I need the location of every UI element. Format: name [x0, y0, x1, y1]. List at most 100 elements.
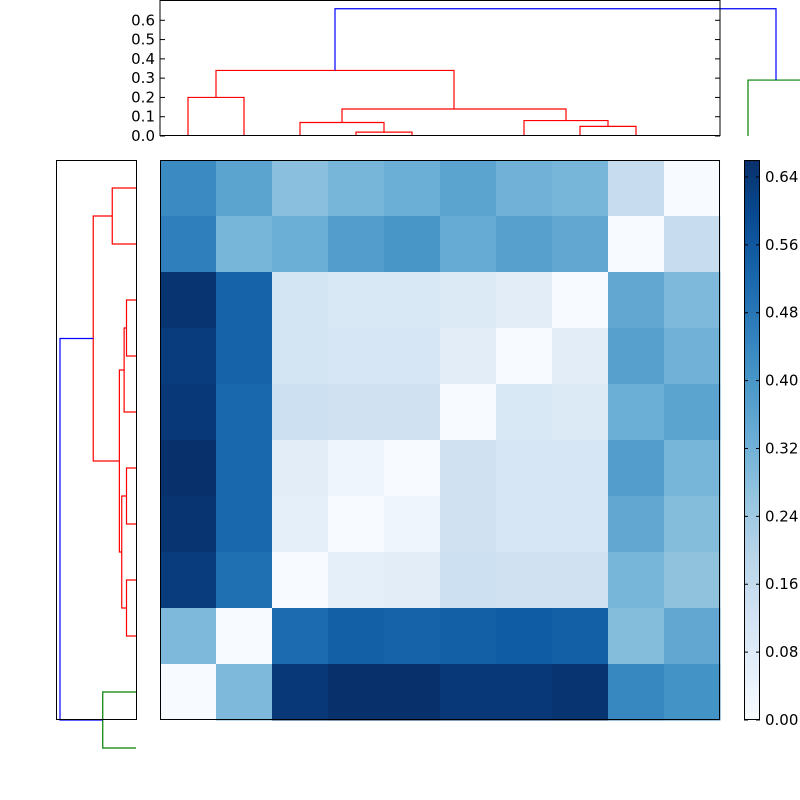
- top-dendrogram-tick-label: 0.3: [131, 69, 155, 87]
- heatmap-cell: [160, 160, 217, 217]
- heatmap-cell: [272, 328, 329, 385]
- left-dendrogram-link: [111, 187, 136, 245]
- heatmap-cell: [552, 216, 609, 273]
- top-dendrogram-link: [334, 8, 777, 81]
- heatmap-cell: [216, 608, 273, 665]
- heatmap-cell: [664, 216, 721, 273]
- heatmap-cell: [328, 608, 385, 665]
- heatmap-cell: [440, 384, 497, 441]
- heatmap-cell: [160, 440, 217, 497]
- heatmap-cell: [384, 608, 441, 665]
- heatmap-cell: [216, 552, 273, 609]
- heatmap-cell: [552, 552, 609, 609]
- left-dendrogram-link: [59, 337, 103, 721]
- heatmap-cell: [664, 160, 721, 217]
- heatmap-cell: [440, 552, 497, 609]
- top-dendrogram-link: [215, 69, 455, 109]
- heatmap-cell: [440, 608, 497, 665]
- heatmap-cell: [160, 384, 217, 441]
- heatmap-cell: [608, 608, 665, 665]
- heatmap-cell: [440, 328, 497, 385]
- colorbar-tick-label: 0.40: [765, 372, 798, 390]
- heatmap-cell: [496, 160, 553, 217]
- colorbar-tick-label: 0.64: [765, 168, 798, 186]
- heatmap-cell: [160, 496, 217, 553]
- heatmap-cell: [496, 608, 553, 665]
- heatmap-cell: [552, 384, 609, 441]
- heatmap-cell: [664, 440, 721, 497]
- heatmap-cell: [664, 496, 721, 553]
- heatmap-cell: [328, 552, 385, 609]
- heatmap-cell: [384, 384, 441, 441]
- left-dendrogram: [56, 160, 137, 749]
- top-dendrogram-tick-label: 0.4: [131, 50, 155, 68]
- heatmap-cell: [328, 328, 385, 385]
- heatmap-cell: [328, 384, 385, 441]
- heatmap-cell: [216, 160, 273, 217]
- colorbar-tick-label: 0.00: [765, 711, 798, 729]
- heatmap: [160, 160, 721, 721]
- top-dendrogram: 0.00.1 0.20.30.40.5 0.6: [131, 0, 800, 145]
- heatmap-cell: [440, 160, 497, 217]
- left-dendrogram-link: [125, 579, 136, 637]
- heatmap-cell: [608, 216, 665, 273]
- heatmap-cell: [552, 328, 609, 385]
- left-dendrogram-link: [92, 215, 120, 462]
- heatmap-cell: [328, 440, 385, 497]
- heatmap-cell: [608, 440, 665, 497]
- heatmap-cell: [384, 552, 441, 609]
- top-dendrogram-link: [747, 79, 800, 136]
- colorbar-tick-label: 0.24: [765, 507, 798, 525]
- heatmap-cell: [440, 272, 497, 329]
- colorbar: 0.00 0.08 0.16 0.24 0.32 0.40 0.48 0.56 0.64: [744, 160, 798, 729]
- heatmap-cell: [272, 384, 329, 441]
- heatmap-cell: [328, 272, 385, 329]
- left-dendrogram-link: [125, 299, 136, 357]
- heatmap-cell: [216, 272, 273, 329]
- heatmap-cell: [216, 664, 273, 721]
- heatmap-cell: [496, 216, 553, 273]
- heatmap-cell: [608, 160, 665, 217]
- colorbar-frame: [744, 160, 760, 720]
- heatmap-cell: [272, 496, 329, 553]
- heatmap-cell: [216, 384, 273, 441]
- top-dendrogram-tick-label: 0.0: [131, 127, 155, 145]
- heatmap-cell: [440, 496, 497, 553]
- heatmap-cell: [272, 272, 329, 329]
- heatmap-cell: [216, 440, 273, 497]
- heatmap-cell: [496, 328, 553, 385]
- heatmap-cell: [272, 216, 329, 273]
- top-dendrogram-link: [579, 125, 637, 136]
- heatmap-cell: [552, 608, 609, 665]
- heatmap-cell: [272, 160, 329, 217]
- heatmap-cell: [272, 608, 329, 665]
- heatmap-cell: [328, 664, 385, 721]
- heatmap-cells: [160, 160, 721, 721]
- top-dendrogram-link: [523, 119, 609, 136]
- heatmap-cell: [496, 496, 553, 553]
- heatmap-cell: [160, 216, 217, 273]
- heatmap-cell: [608, 664, 665, 721]
- heatmap-cell: [216, 216, 273, 273]
- top-dendrogram-link: [299, 121, 385, 136]
- heatmap-cell: [552, 496, 609, 553]
- heatmap-cell: [384, 664, 441, 721]
- heatmap-cell: [160, 552, 217, 609]
- heatmap-cell: [496, 552, 553, 609]
- heatmap-cell: [608, 552, 665, 609]
- heatmap-cell: [552, 664, 609, 721]
- top-dendrogram-link: [187, 96, 245, 136]
- heatmap-cell: [608, 496, 665, 553]
- colorbar-ticks: 0.00 0.08 0.16 0.24 0.32 0.40 0.48 0.56 0.64: [744, 168, 798, 729]
- heatmap-cell: [440, 216, 497, 273]
- left-dendrogram-frame: [56, 160, 137, 720]
- heatmap-cell: [384, 160, 441, 217]
- heatmap-cell: [664, 384, 721, 441]
- top-dendrogram-tick-label: 0.6: [131, 11, 155, 29]
- heatmap-cell: [160, 664, 217, 721]
- heatmap-cell: [664, 664, 721, 721]
- heatmap-cell: [496, 384, 553, 441]
- heatmap-cell: [272, 552, 329, 609]
- heatmap-cell: [552, 272, 609, 329]
